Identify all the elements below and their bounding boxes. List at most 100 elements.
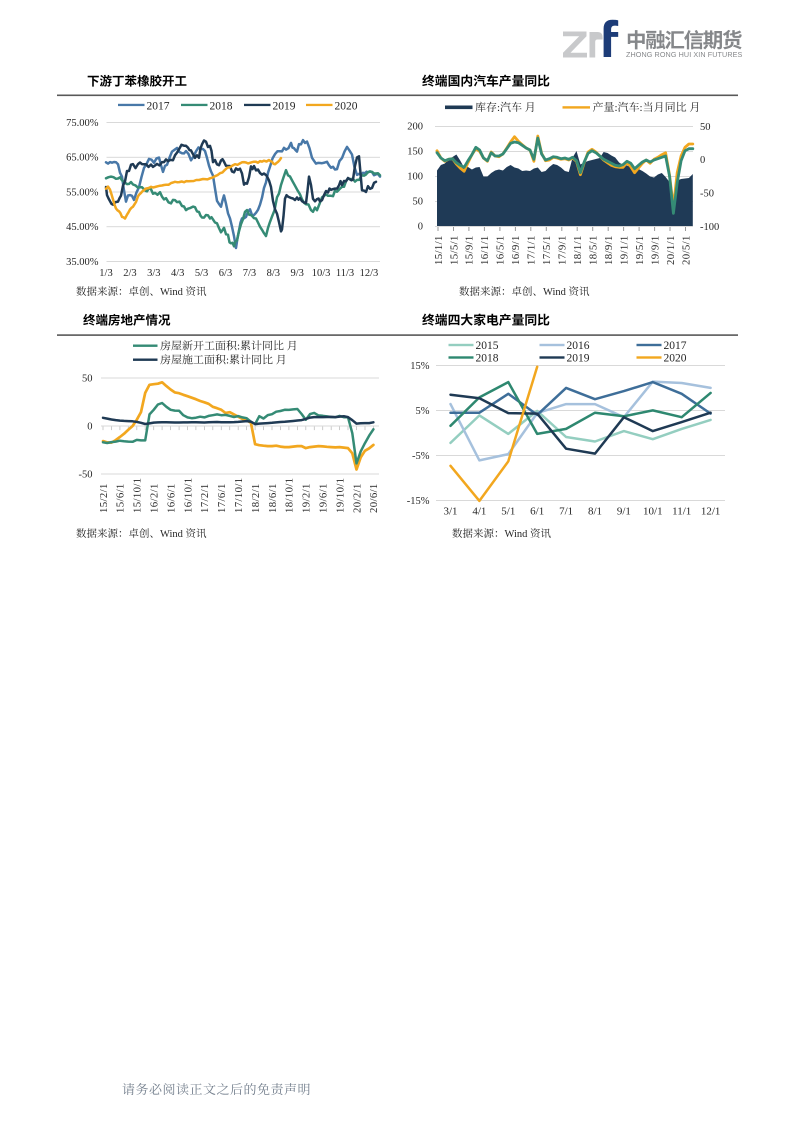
svg-text:2018: 2018: [210, 101, 233, 113]
svg-text:2017: 2017: [664, 340, 687, 352]
svg-text:5/1: 5/1: [501, 506, 515, 518]
svg-text:50: 50: [413, 197, 424, 208]
svg-text:终端国内汽车产量同比: 终端国内汽车产量同比: [422, 71, 550, 90]
svg-text:17/5/1: 17/5/1: [541, 235, 553, 265]
svg-text:15/2/1: 15/2/1: [98, 483, 110, 513]
svg-text:2016: 2016: [567, 340, 590, 352]
svg-text:房屋新开工面积:累计同比 月: 房屋新开工面积:累计同比 月: [160, 340, 298, 353]
svg-text:库存:汽车 月: 库存:汽车 月: [475, 101, 536, 114]
svg-text:18/2/1: 18/2/1: [250, 483, 262, 513]
svg-text:产量:汽车:当月同比 月: 产量:汽车:当月同比 月: [593, 101, 701, 114]
svg-text:9/1: 9/1: [617, 506, 631, 518]
svg-text:6/3: 6/3: [219, 268, 232, 279]
svg-text:17/6/1: 17/6/1: [216, 483, 228, 513]
svg-text:17/1/1: 17/1/1: [526, 235, 538, 265]
svg-text:下游丁苯橡胶开工: 下游丁苯橡胶开工: [87, 71, 187, 90]
svg-text:45.00%: 45.00%: [66, 222, 99, 233]
svg-text:17/9/1: 17/9/1: [557, 235, 569, 265]
svg-text:18/6/1: 18/6/1: [267, 483, 279, 513]
svg-text:15/1/1: 15/1/1: [433, 235, 445, 265]
svg-text:5%: 5%: [416, 406, 430, 417]
svg-text:1/3: 1/3: [99, 268, 112, 279]
svg-text:15/9/1: 15/9/1: [464, 235, 476, 265]
svg-text:数据来源：卓创、Wind 资讯: 数据来源：卓创、Wind 资讯: [459, 286, 590, 298]
svg-text:2015: 2015: [476, 340, 499, 352]
svg-text:16/2/1: 16/2/1: [149, 483, 161, 513]
svg-text:20/2/1: 20/2/1: [351, 483, 363, 513]
svg-text:数据来源：卓创、Wind 资讯: 数据来源：卓创、Wind 资讯: [76, 528, 207, 540]
svg-text:11/3: 11/3: [336, 268, 354, 279]
svg-text:19/2/1: 19/2/1: [301, 483, 313, 513]
svg-text:-5%: -5%: [412, 451, 430, 462]
svg-text:2019: 2019: [567, 353, 590, 365]
svg-text:8/3: 8/3: [267, 268, 280, 279]
svg-text:12/1: 12/1: [701, 506, 721, 518]
svg-text:0: 0: [87, 421, 92, 432]
svg-text:15/10/1: 15/10/1: [132, 478, 144, 513]
svg-text:8/1: 8/1: [588, 506, 602, 518]
svg-text:15%: 15%: [410, 361, 430, 372]
svg-text:4/3: 4/3: [171, 268, 184, 279]
svg-text:20/5/1: 20/5/1: [680, 235, 692, 265]
svg-text:0: 0: [418, 222, 423, 233]
svg-text:请务必阅读正文之后的免责声明: 请务必阅读正文之后的免责声明: [122, 1082, 311, 1097]
svg-text:16/6/1: 16/6/1: [165, 483, 177, 513]
svg-text:2018: 2018: [476, 353, 499, 365]
svg-text:50: 50: [700, 122, 711, 133]
svg-text:50: 50: [82, 373, 93, 384]
svg-text:150: 150: [407, 147, 423, 158]
svg-text:-50: -50: [79, 469, 93, 480]
svg-text:7/3: 7/3: [243, 268, 256, 279]
svg-text:2020: 2020: [335, 101, 358, 113]
svg-text:19/5/1: 19/5/1: [634, 235, 646, 265]
svg-text:100: 100: [407, 172, 423, 183]
svg-text:3/1: 3/1: [443, 506, 457, 518]
svg-text:18/5/1: 18/5/1: [588, 235, 600, 265]
svg-text:2019: 2019: [273, 101, 296, 113]
svg-text:18/1/1: 18/1/1: [572, 235, 584, 265]
svg-text:17/10/1: 17/10/1: [233, 478, 245, 513]
svg-text:7/1: 7/1: [559, 506, 573, 518]
svg-text:18/10/1: 18/10/1: [284, 478, 296, 513]
svg-text:11/1: 11/1: [672, 506, 691, 518]
svg-text:-15%: -15%: [407, 496, 430, 507]
svg-text:35.00%: 35.00%: [66, 257, 99, 268]
svg-text:终端四大家电产量同比: 终端四大家电产量同比: [422, 310, 550, 329]
svg-text:房屋施工面积:累计同比 月: 房屋施工面积:累计同比 月: [160, 354, 287, 367]
svg-text:75.00%: 75.00%: [66, 118, 99, 129]
svg-text:12/3: 12/3: [360, 268, 379, 279]
svg-text:16/1/1: 16/1/1: [479, 235, 491, 265]
svg-text:16/9/1: 16/9/1: [510, 235, 522, 265]
svg-text:19/6/1: 19/6/1: [318, 483, 330, 513]
svg-text:15/5/1: 15/5/1: [448, 235, 460, 265]
svg-text:2020: 2020: [664, 353, 687, 365]
svg-text:ZHONG RONG HUI XIN FUTURES: ZHONG RONG HUI XIN FUTURES: [626, 50, 743, 59]
svg-text:16/5/1: 16/5/1: [495, 235, 507, 265]
svg-text:数据来源：卓创、Wind 资讯: 数据来源：卓创、Wind 资讯: [76, 286, 207, 298]
svg-text:2017: 2017: [147, 101, 170, 113]
svg-text:16/10/1: 16/10/1: [182, 478, 194, 513]
svg-text:10/3: 10/3: [312, 268, 331, 279]
svg-text:数据来源：Wind 资讯: 数据来源：Wind 资讯: [452, 528, 552, 540]
svg-text:-100: -100: [700, 222, 719, 233]
svg-text:9/3: 9/3: [290, 268, 303, 279]
svg-text:10/1: 10/1: [643, 506, 663, 518]
svg-text:18/9/1: 18/9/1: [603, 235, 615, 265]
svg-text:20/6/1: 20/6/1: [368, 483, 380, 513]
svg-text:65.00%: 65.00%: [66, 153, 99, 164]
svg-text:20/1/1: 20/1/1: [665, 235, 677, 265]
svg-text:5/3: 5/3: [195, 268, 208, 279]
svg-text:15/6/1: 15/6/1: [115, 483, 127, 513]
svg-text:-50: -50: [700, 189, 714, 200]
svg-text:4/1: 4/1: [472, 506, 486, 518]
svg-text:19/10/1: 19/10/1: [334, 478, 346, 513]
svg-text:19/9/1: 19/9/1: [649, 235, 661, 265]
svg-text:3/3: 3/3: [147, 268, 160, 279]
svg-text:6/1: 6/1: [530, 506, 544, 518]
svg-text:55.00%: 55.00%: [66, 187, 99, 198]
svg-text:0: 0: [700, 155, 705, 166]
svg-text:200: 200: [407, 122, 423, 133]
svg-text:中融汇信期货: 中融汇信期货: [626, 24, 742, 54]
svg-text:17/2/1: 17/2/1: [199, 483, 211, 513]
svg-text:2/3: 2/3: [123, 268, 136, 279]
